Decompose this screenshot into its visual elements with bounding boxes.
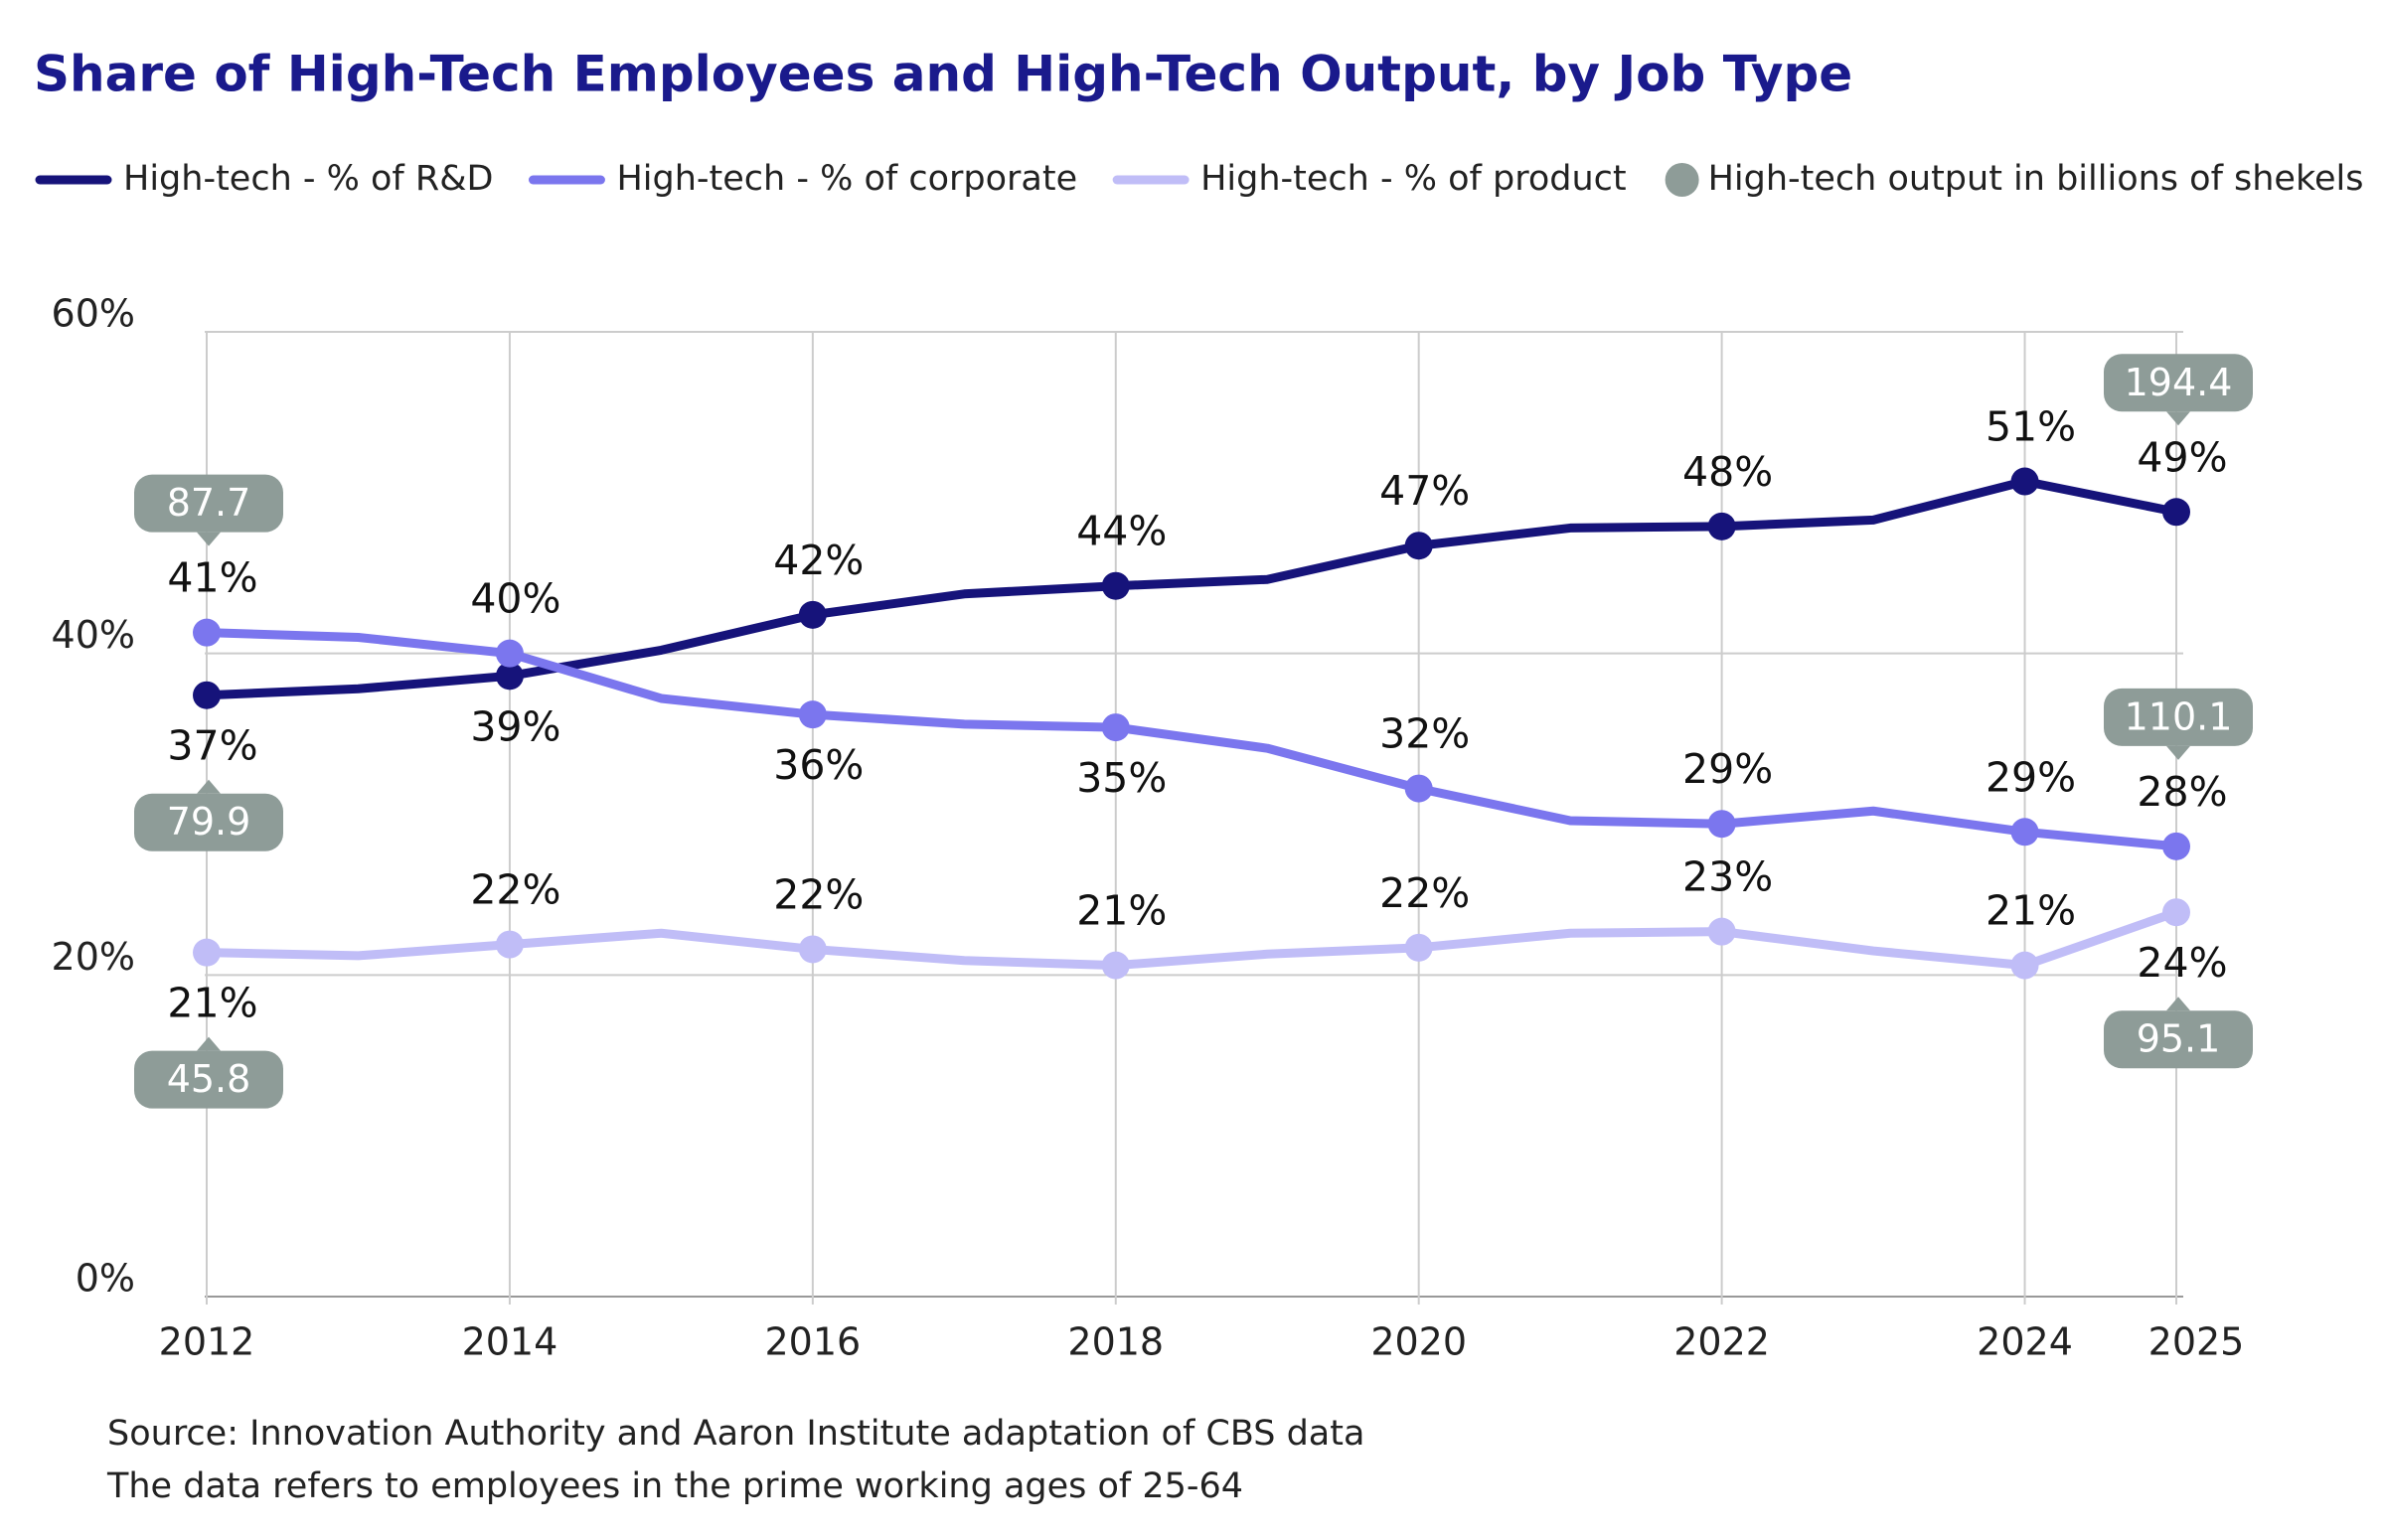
data-point xyxy=(1101,571,1130,600)
data-label: 48% xyxy=(1682,448,1773,496)
data-label: 37% xyxy=(167,722,257,770)
callout-label: 87.7 xyxy=(167,481,251,525)
data-point xyxy=(2162,832,2190,860)
x-tick-label: 2012 xyxy=(159,1320,255,1364)
legend-label: High-tech output in billions of shekels xyxy=(1708,159,2364,199)
data-label: 28% xyxy=(2137,768,2227,816)
x-tick-label: 2016 xyxy=(764,1320,861,1364)
data-label: 49% xyxy=(2137,433,2227,481)
callout-pointer xyxy=(197,779,221,794)
legend-label: High-tech - % of R&D xyxy=(123,159,493,199)
y-tick-label: 20% xyxy=(52,935,135,979)
data-label: 22% xyxy=(470,866,560,914)
data-point xyxy=(495,662,524,691)
callout-label: 95.1 xyxy=(2137,1017,2221,1061)
output-callout: 194.4 xyxy=(2104,354,2253,426)
data-point xyxy=(798,935,827,964)
data-point xyxy=(1707,512,1736,540)
data-point xyxy=(2010,951,2039,980)
data-point xyxy=(2162,498,2190,527)
data-label: 44% xyxy=(1076,508,1167,555)
data-point xyxy=(495,639,524,668)
data-label: 32% xyxy=(1379,710,1470,758)
data-label: 51% xyxy=(1986,403,2076,451)
data-label: 29% xyxy=(1682,745,1773,793)
series-line xyxy=(202,628,2181,851)
data-point xyxy=(1404,933,1433,962)
y-tick-label: 0% xyxy=(76,1257,135,1301)
series-line xyxy=(202,907,2181,971)
x-tick-label: 2024 xyxy=(1977,1320,2073,1364)
x-tick-label: 2025 xyxy=(2148,1320,2245,1364)
callout-pointer xyxy=(2166,411,2190,426)
data-label: 35% xyxy=(1076,754,1167,802)
callout-label: 79.9 xyxy=(167,800,251,844)
callout-box xyxy=(134,793,283,851)
callout-pointer xyxy=(197,1036,221,1051)
data-point xyxy=(1101,951,1130,980)
x-tick-label: 2014 xyxy=(462,1320,558,1364)
output-callout: 45.8 xyxy=(134,1036,283,1109)
legend-label: High-tech - % of product xyxy=(1200,159,1627,199)
chart-title: Share of High-Tech Employees and High-Te… xyxy=(34,46,1852,103)
callout-box xyxy=(2104,1010,2253,1069)
data-label: 21% xyxy=(167,980,257,1027)
data-point xyxy=(193,681,221,709)
series-line xyxy=(202,477,2181,700)
data-note: The data refers to employees in the prim… xyxy=(106,1466,1243,1506)
data-point xyxy=(1101,713,1130,742)
data-label: 21% xyxy=(1076,887,1167,935)
callout-pointer xyxy=(197,532,221,546)
data-point xyxy=(2162,898,2190,927)
callout-label: 194.4 xyxy=(2125,361,2233,404)
output-callout: 79.9 xyxy=(134,779,283,851)
data-point xyxy=(193,938,221,967)
callout-box xyxy=(2104,354,2253,412)
data-label: 22% xyxy=(773,870,864,918)
data-label: 39% xyxy=(470,702,560,750)
y-tick-label: 60% xyxy=(52,292,135,336)
legend-label: High-tech - % of corporate xyxy=(616,159,1077,199)
data-label: 40% xyxy=(470,575,560,623)
data-label: 22% xyxy=(1379,869,1470,917)
callout-pointer xyxy=(2166,745,2190,760)
data-label: 36% xyxy=(773,741,864,789)
callout-pointer xyxy=(2166,997,2190,1011)
callout-label: 110.1 xyxy=(2125,694,2233,738)
legend-swatch xyxy=(1665,163,1699,197)
data-point xyxy=(798,600,827,629)
data-point xyxy=(1404,774,1433,803)
x-tick-label: 2022 xyxy=(1673,1320,1770,1364)
output-callout: 95.1 xyxy=(2104,997,2253,1069)
data-point xyxy=(2010,818,2039,847)
data-label: 24% xyxy=(2137,939,2227,987)
callout-box xyxy=(134,474,283,533)
data-point xyxy=(798,700,827,729)
data-label: 23% xyxy=(1682,853,1773,901)
data-label: 47% xyxy=(1379,467,1470,515)
data-point xyxy=(193,618,221,647)
data-point xyxy=(2010,467,2039,496)
x-tick-label: 2020 xyxy=(1370,1320,1467,1364)
data-label: 21% xyxy=(1986,887,2076,935)
data-point xyxy=(1404,532,1433,560)
callout-label: 45.8 xyxy=(167,1057,251,1101)
source-note: Source: Innovation Authority and Aaron I… xyxy=(107,1414,1364,1454)
data-point xyxy=(1707,917,1736,946)
data-label: 29% xyxy=(1986,753,2076,801)
callout-box xyxy=(2104,688,2253,746)
data-point xyxy=(1707,810,1736,839)
x-tick-label: 2018 xyxy=(1067,1320,1164,1364)
callout-box xyxy=(134,1050,283,1109)
data-label: 41% xyxy=(167,554,257,602)
data-point xyxy=(495,930,524,959)
output-callout: 110.1 xyxy=(2104,688,2253,760)
data-label: 42% xyxy=(773,537,864,584)
output-callout: 87.7 xyxy=(134,474,283,546)
y-tick-label: 40% xyxy=(52,613,135,657)
